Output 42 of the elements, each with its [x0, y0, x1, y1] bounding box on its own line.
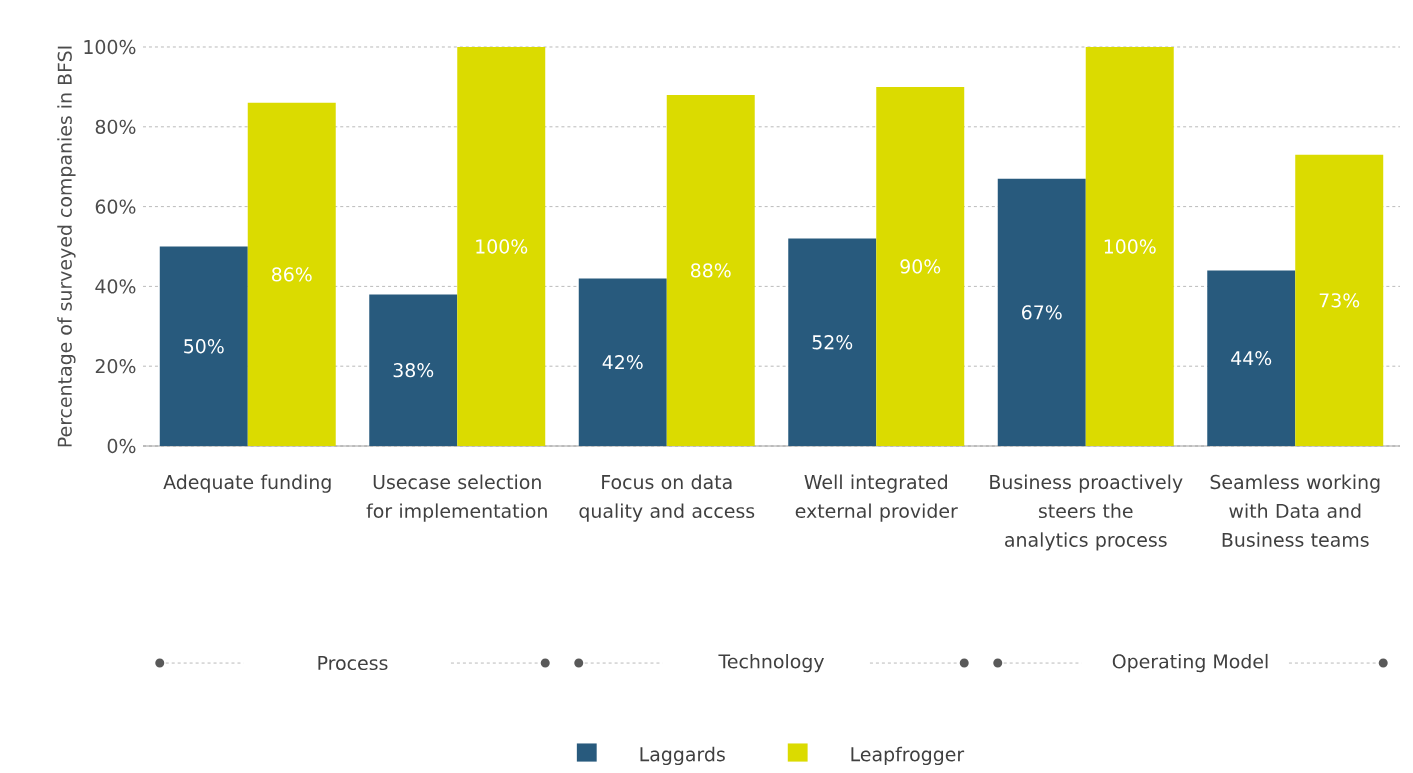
bar [578, 278, 667, 446]
y-tick-label: 100% [84, 39, 136, 55]
bar [666, 94, 755, 446]
bar [247, 102, 336, 446]
y-tick-label: 40% [95, 279, 136, 294]
data-label: 88% [690, 263, 731, 278]
legend-label: Laggards [640, 746, 725, 766]
data-label: 38% [393, 363, 434, 378]
bar [876, 86, 965, 446]
data-label: 100% [476, 239, 528, 254]
bar [457, 47, 546, 446]
data-label: 44% [1231, 351, 1272, 366]
x-tick-label: Focus on data quality and access [579, 474, 755, 522]
legend-label: Leapfrogger [851, 746, 965, 766]
data-label: 42% [602, 355, 643, 370]
data-label: 52% [812, 335, 853, 350]
bar [1295, 154, 1384, 446]
data-label: 50% [184, 339, 224, 354]
data-label: 100% [1104, 239, 1156, 254]
x-tick-label: Adequate funding [163, 474, 331, 493]
y-tick-label: 20% [95, 359, 136, 374]
bar [159, 246, 248, 446]
data-label: 73% [1319, 293, 1360, 308]
text: Process [318, 656, 388, 671]
y-tick-label: 80% [95, 119, 136, 134]
text: Operating Model [1112, 653, 1268, 673]
text: Technology [718, 653, 824, 673]
bar [1085, 47, 1174, 446]
x-tick-label: Business proactively steers the analytics process [990, 474, 1183, 551]
x-tick-label: Seamless working with Data and Business teams [1210, 474, 1380, 547]
x-tick-label: Usecase selection for implementation [366, 474, 547, 522]
data-label: 67% [1022, 305, 1062, 320]
x-tick-label: Well integrated external provider [795, 474, 958, 522]
y-tick-label: 60% [95, 199, 136, 214]
data-label: 90% [900, 259, 941, 274]
data-label: 86% [271, 267, 312, 282]
y-axis-title: Percentage of surveyed companies in BFSI [57, 46, 76, 447]
bar [369, 294, 458, 446]
bar [997, 178, 1086, 446]
y-tick-label: 0% [107, 438, 136, 454]
bar [788, 238, 877, 446]
bar [1207, 270, 1296, 446]
